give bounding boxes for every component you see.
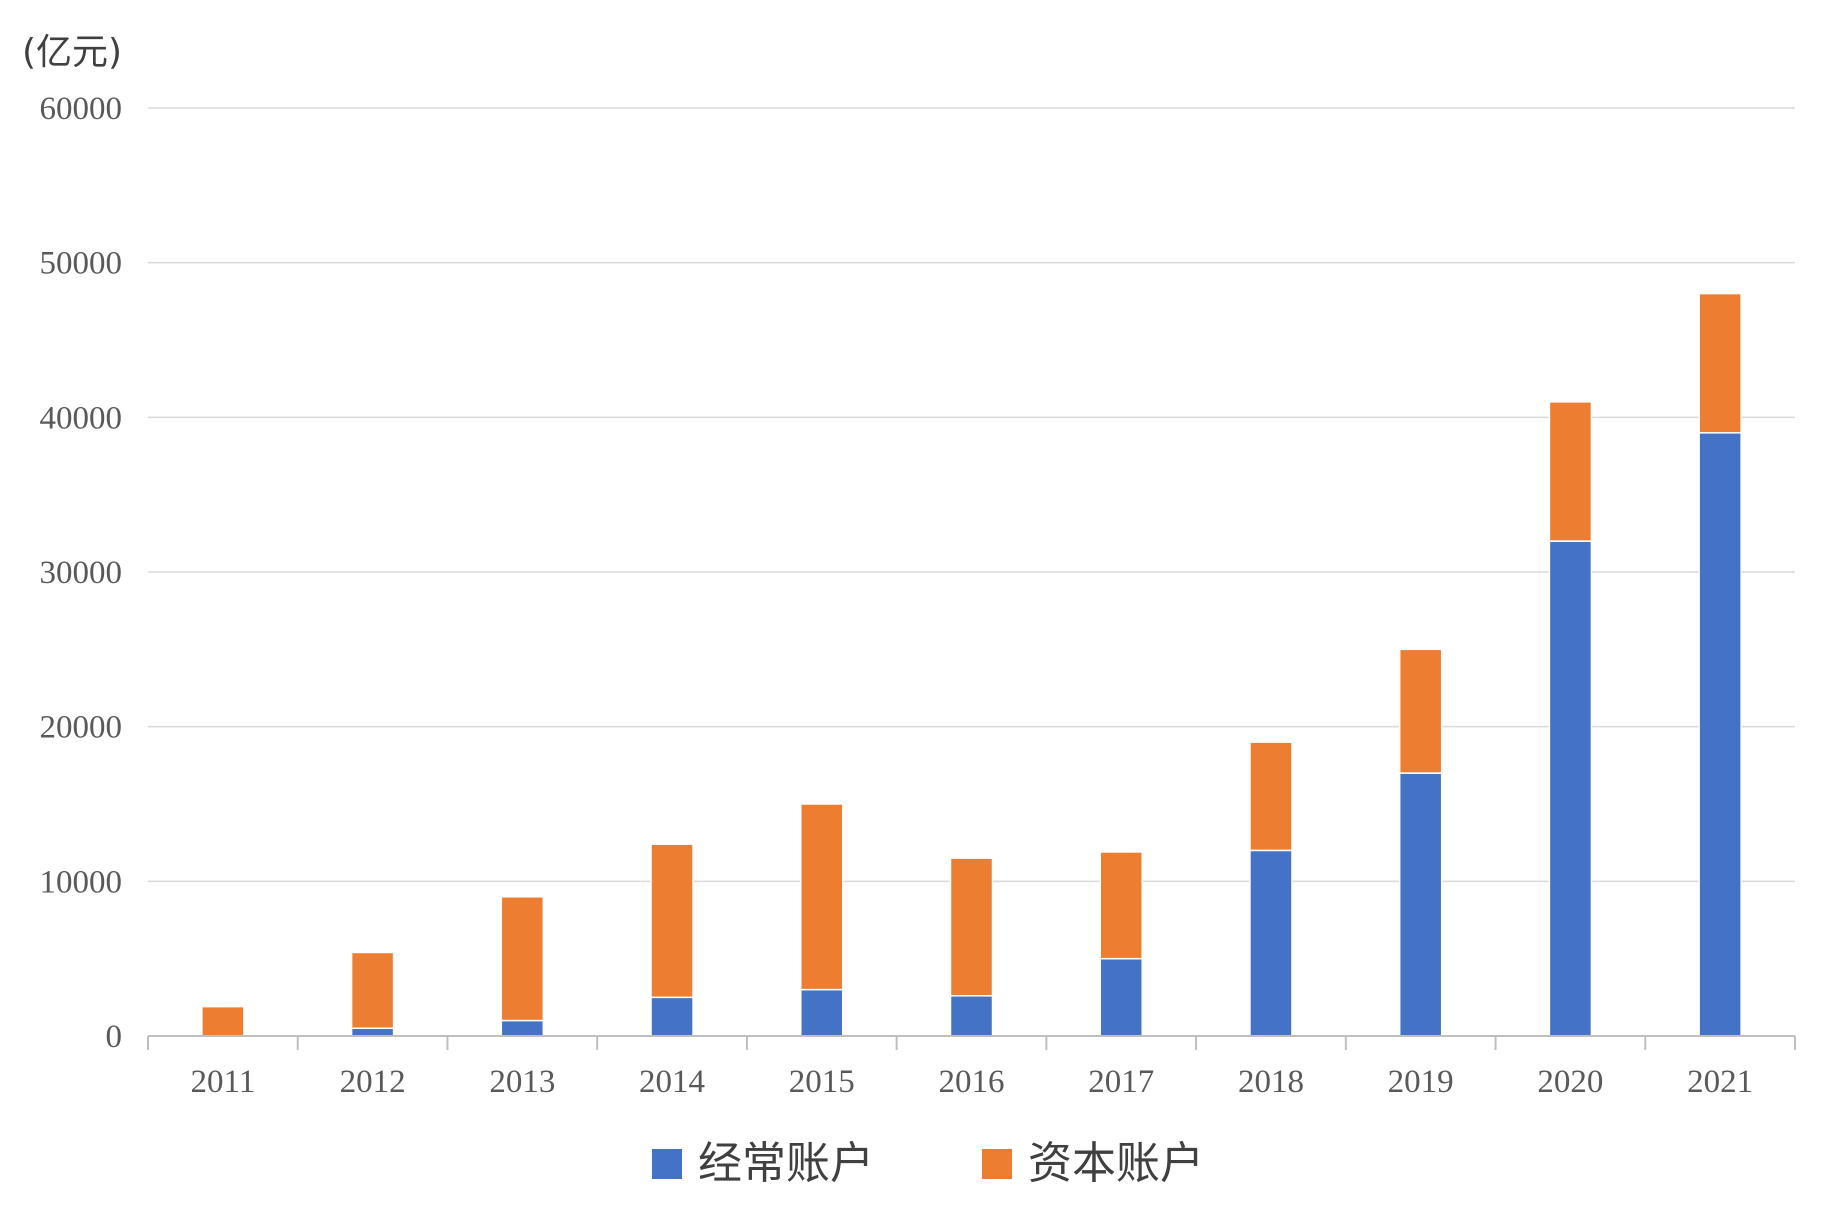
y-tick-label: 20000 bbox=[40, 710, 123, 746]
x-tick-label: 2013 bbox=[489, 1064, 555, 1100]
legend-swatch bbox=[982, 1149, 1012, 1179]
gridlines bbox=[148, 107, 1795, 883]
y-unit-label: (亿元) bbox=[22, 32, 122, 73]
bar-capital-account-2021 bbox=[1698, 292, 1742, 434]
x-tick-label: 2014 bbox=[639, 1064, 705, 1100]
bars bbox=[201, 292, 1742, 1037]
y-tick-label: 10000 bbox=[40, 864, 123, 900]
bar-capital-account-2019 bbox=[1398, 648, 1443, 774]
bar-capital-account-2011 bbox=[201, 1005, 245, 1037]
x-tick-label: 2011 bbox=[190, 1064, 255, 1100]
y-tick-label: 0 bbox=[106, 1019, 123, 1055]
bar-capital-account-2020 bbox=[1548, 401, 1593, 542]
bar-current-account-2016 bbox=[949, 995, 994, 1037]
legend-label: 资本账户 bbox=[1028, 1138, 1204, 1189]
bar-current-account-2019 bbox=[1398, 772, 1443, 1037]
x-tick-label: 2015 bbox=[789, 1064, 855, 1100]
y-tick-label: 40000 bbox=[40, 400, 123, 436]
x-axis: 2011 2012 2013 2014 2015 2016 2017 2018 2019 2020… bbox=[147, 1035, 1796, 1100]
bar-current-account-2021 bbox=[1698, 432, 1742, 1037]
x-tick-label: 2020 bbox=[1537, 1064, 1603, 1100]
bar-current-account-2015 bbox=[800, 988, 844, 1037]
x-tick-label: 2019 bbox=[1388, 1064, 1454, 1100]
bar-capital-account-2012 bbox=[350, 951, 395, 1030]
x-tick-label: 2012 bbox=[340, 1064, 406, 1100]
bar-capital-account-2018 bbox=[1249, 741, 1293, 852]
x-tick-label: 2017 bbox=[1088, 1064, 1154, 1100]
y-tick-label: 50000 bbox=[40, 246, 123, 282]
bar-current-account-2020 bbox=[1548, 540, 1593, 1037]
bar-capital-account-2016 bbox=[949, 857, 994, 997]
bar-capital-account-2013 bbox=[500, 896, 545, 1022]
bar-current-account-2013 bbox=[500, 1019, 545, 1037]
bar-capital-account-2014 bbox=[650, 843, 694, 999]
legend-label: 经常账户 bbox=[698, 1138, 874, 1189]
bar-current-account-2014 bbox=[650, 996, 694, 1037]
bar-capital-account-2015 bbox=[800, 803, 844, 991]
y-tick-label: 60000 bbox=[40, 91, 123, 127]
x-tick-label: 2021 bbox=[1687, 1064, 1753, 1100]
bar-current-account-2012 bbox=[350, 1027, 395, 1037]
x-tick-label: 2018 bbox=[1238, 1064, 1304, 1100]
bar-current-account-2018 bbox=[1249, 849, 1293, 1037]
y-tick-label: 30000 bbox=[40, 555, 123, 591]
legend: 经常账户 资本账户 bbox=[652, 1138, 1204, 1189]
y-axis-ticks: 0 10000 20000 30000 40000 50000 60000 bbox=[40, 91, 123, 1055]
x-tick-label: 2016 bbox=[939, 1064, 1005, 1100]
legend-swatch bbox=[652, 1149, 682, 1179]
bar-current-account-2017 bbox=[1099, 957, 1143, 1037]
bar-capital-account-2017 bbox=[1099, 851, 1143, 960]
